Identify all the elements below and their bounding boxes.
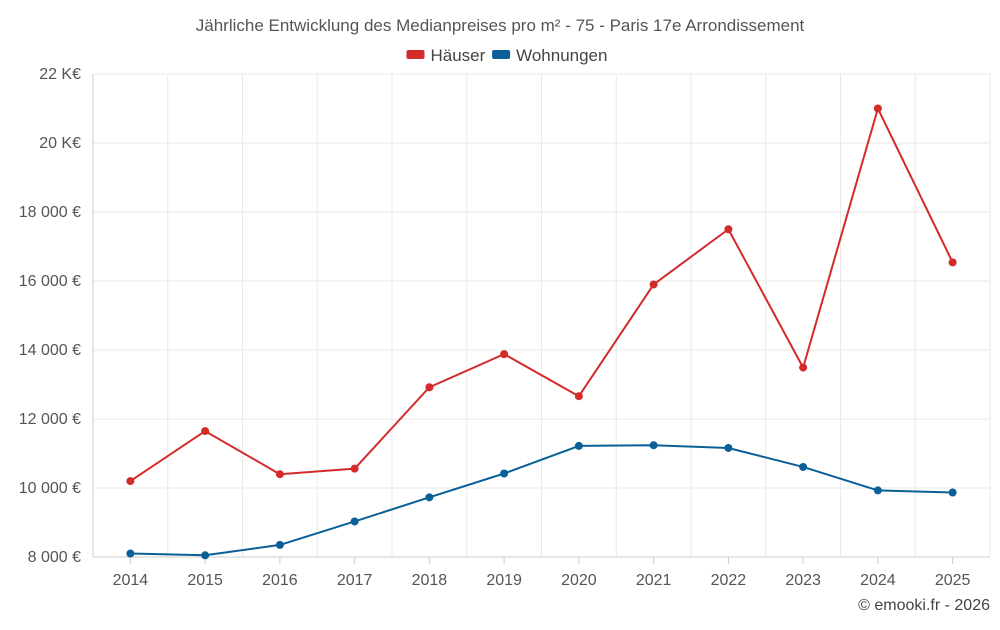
data-point[interactable] [649, 280, 658, 289]
x-tick-label: 2017 [337, 572, 373, 589]
x-tick-label: 2018 [412, 572, 448, 589]
series-line [130, 444, 953, 557]
chart-title: Jährliche Entwicklung des Medianpreises … [196, 16, 805, 35]
data-point[interactable] [724, 443, 733, 452]
legend-label: Wohnungen [516, 46, 607, 65]
series-line [129, 107, 954, 482]
data-point[interactable] [425, 493, 434, 502]
x-tick-label: 2014 [113, 572, 149, 589]
x-tick-label: 2019 [486, 572, 522, 589]
data-point[interactable] [948, 488, 957, 497]
y-tick-label: 16 000 € [19, 273, 81, 290]
data-point[interactable] [574, 441, 583, 450]
data-point[interactable] [201, 427, 210, 436]
legend-item-wohnungen[interactable]: Wohnungen [492, 46, 607, 65]
data-point[interactable] [350, 517, 359, 526]
data-point[interactable] [275, 470, 284, 479]
legend-swatch [406, 50, 425, 59]
data-point[interactable] [126, 477, 135, 486]
y-tick-label: 8 000 € [28, 549, 81, 566]
y-tick-label: 10 000 € [19, 480, 81, 497]
x-tick-label: 2023 [785, 572, 821, 589]
x-tick-label: 2024 [860, 572, 896, 589]
data-point[interactable] [201, 551, 210, 560]
data-point[interactable] [948, 258, 957, 267]
data-point[interactable] [500, 350, 509, 359]
data-point[interactable] [649, 441, 658, 450]
axes: 8 000 € 10 000 € 12 000 € 14 000 € 16 000 € 1… [19, 66, 990, 589]
data-point[interactable] [425, 383, 434, 392]
y-tick-label: 22 K€ [39, 66, 81, 83]
x-tick-label: 2020 [561, 572, 597, 589]
legend-label: Häuser [431, 46, 486, 65]
legend-item-häuser[interactable]: Häuser [406, 46, 486, 65]
gridlines [93, 73, 991, 557]
x-tick-label: 2021 [636, 572, 672, 589]
y-tick-label: 20 K€ [39, 135, 81, 152]
y-tick-label: 18 000 € [19, 204, 81, 221]
series-wohnungen [126, 441, 957, 560]
data-point[interactable] [350, 464, 359, 473]
series-häuser [126, 104, 957, 486]
data-point[interactable] [799, 462, 808, 471]
series-layer [126, 104, 957, 560]
legend: Häuser Wohnungen [406, 46, 607, 65]
data-point[interactable] [873, 104, 882, 113]
legend-swatch [492, 50, 511, 59]
x-tick-label: 2015 [187, 572, 223, 589]
credit-text: © emooki.fr - 2026 [858, 597, 990, 614]
x-tick-label: 2016 [262, 572, 298, 589]
data-point[interactable] [126, 549, 135, 558]
x-tick-label: 2022 [711, 572, 747, 589]
data-point[interactable] [873, 486, 882, 495]
data-point[interactable] [574, 392, 583, 401]
data-point[interactable] [724, 225, 733, 234]
y-tick-label: 14 000 € [19, 342, 81, 359]
data-point[interactable] [799, 363, 808, 372]
data-point[interactable] [500, 469, 509, 478]
y-tick-label: 12 000 € [19, 411, 81, 428]
x-tick-label: 2025 [935, 572, 971, 589]
data-point[interactable] [275, 540, 284, 549]
